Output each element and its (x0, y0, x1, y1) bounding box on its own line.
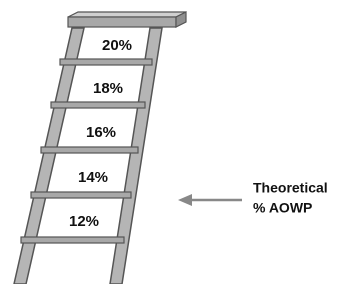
arrow (178, 194, 242, 206)
rung (31, 192, 131, 198)
platform-top (68, 12, 186, 17)
annotation: Theoretical (253, 180, 328, 196)
rung-label: 14% (78, 169, 108, 186)
rung (60, 59, 152, 65)
left-rail (14, 28, 84, 284)
page: {"ladder": {"rungs": ["20%", "18%", "16%… (0, 0, 349, 284)
rung (21, 237, 124, 243)
arrow-head (178, 194, 192, 206)
rung-label: 16% (86, 124, 116, 141)
annotation: % AOWP (253, 200, 312, 216)
right-rail (110, 28, 162, 284)
rung-label: 20% (102, 37, 132, 54)
ladder (14, 12, 186, 284)
platform-front (68, 17, 176, 27)
diagram: 20% 18% 16% 14% 12% Theoretical % AOWP (0, 0, 349, 284)
rung-label: 12% (69, 213, 99, 230)
rung (41, 147, 138, 153)
rung (51, 102, 145, 108)
rung-label: 18% (93, 80, 123, 97)
